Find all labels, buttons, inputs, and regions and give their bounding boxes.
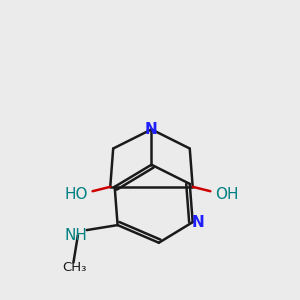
Text: N: N [192, 214, 204, 230]
Text: CH₃: CH₃ [63, 261, 87, 274]
Text: N: N [145, 122, 158, 137]
Text: HO: HO [64, 187, 88, 202]
Text: NH: NH [65, 228, 88, 243]
Text: OH: OH [215, 187, 238, 202]
